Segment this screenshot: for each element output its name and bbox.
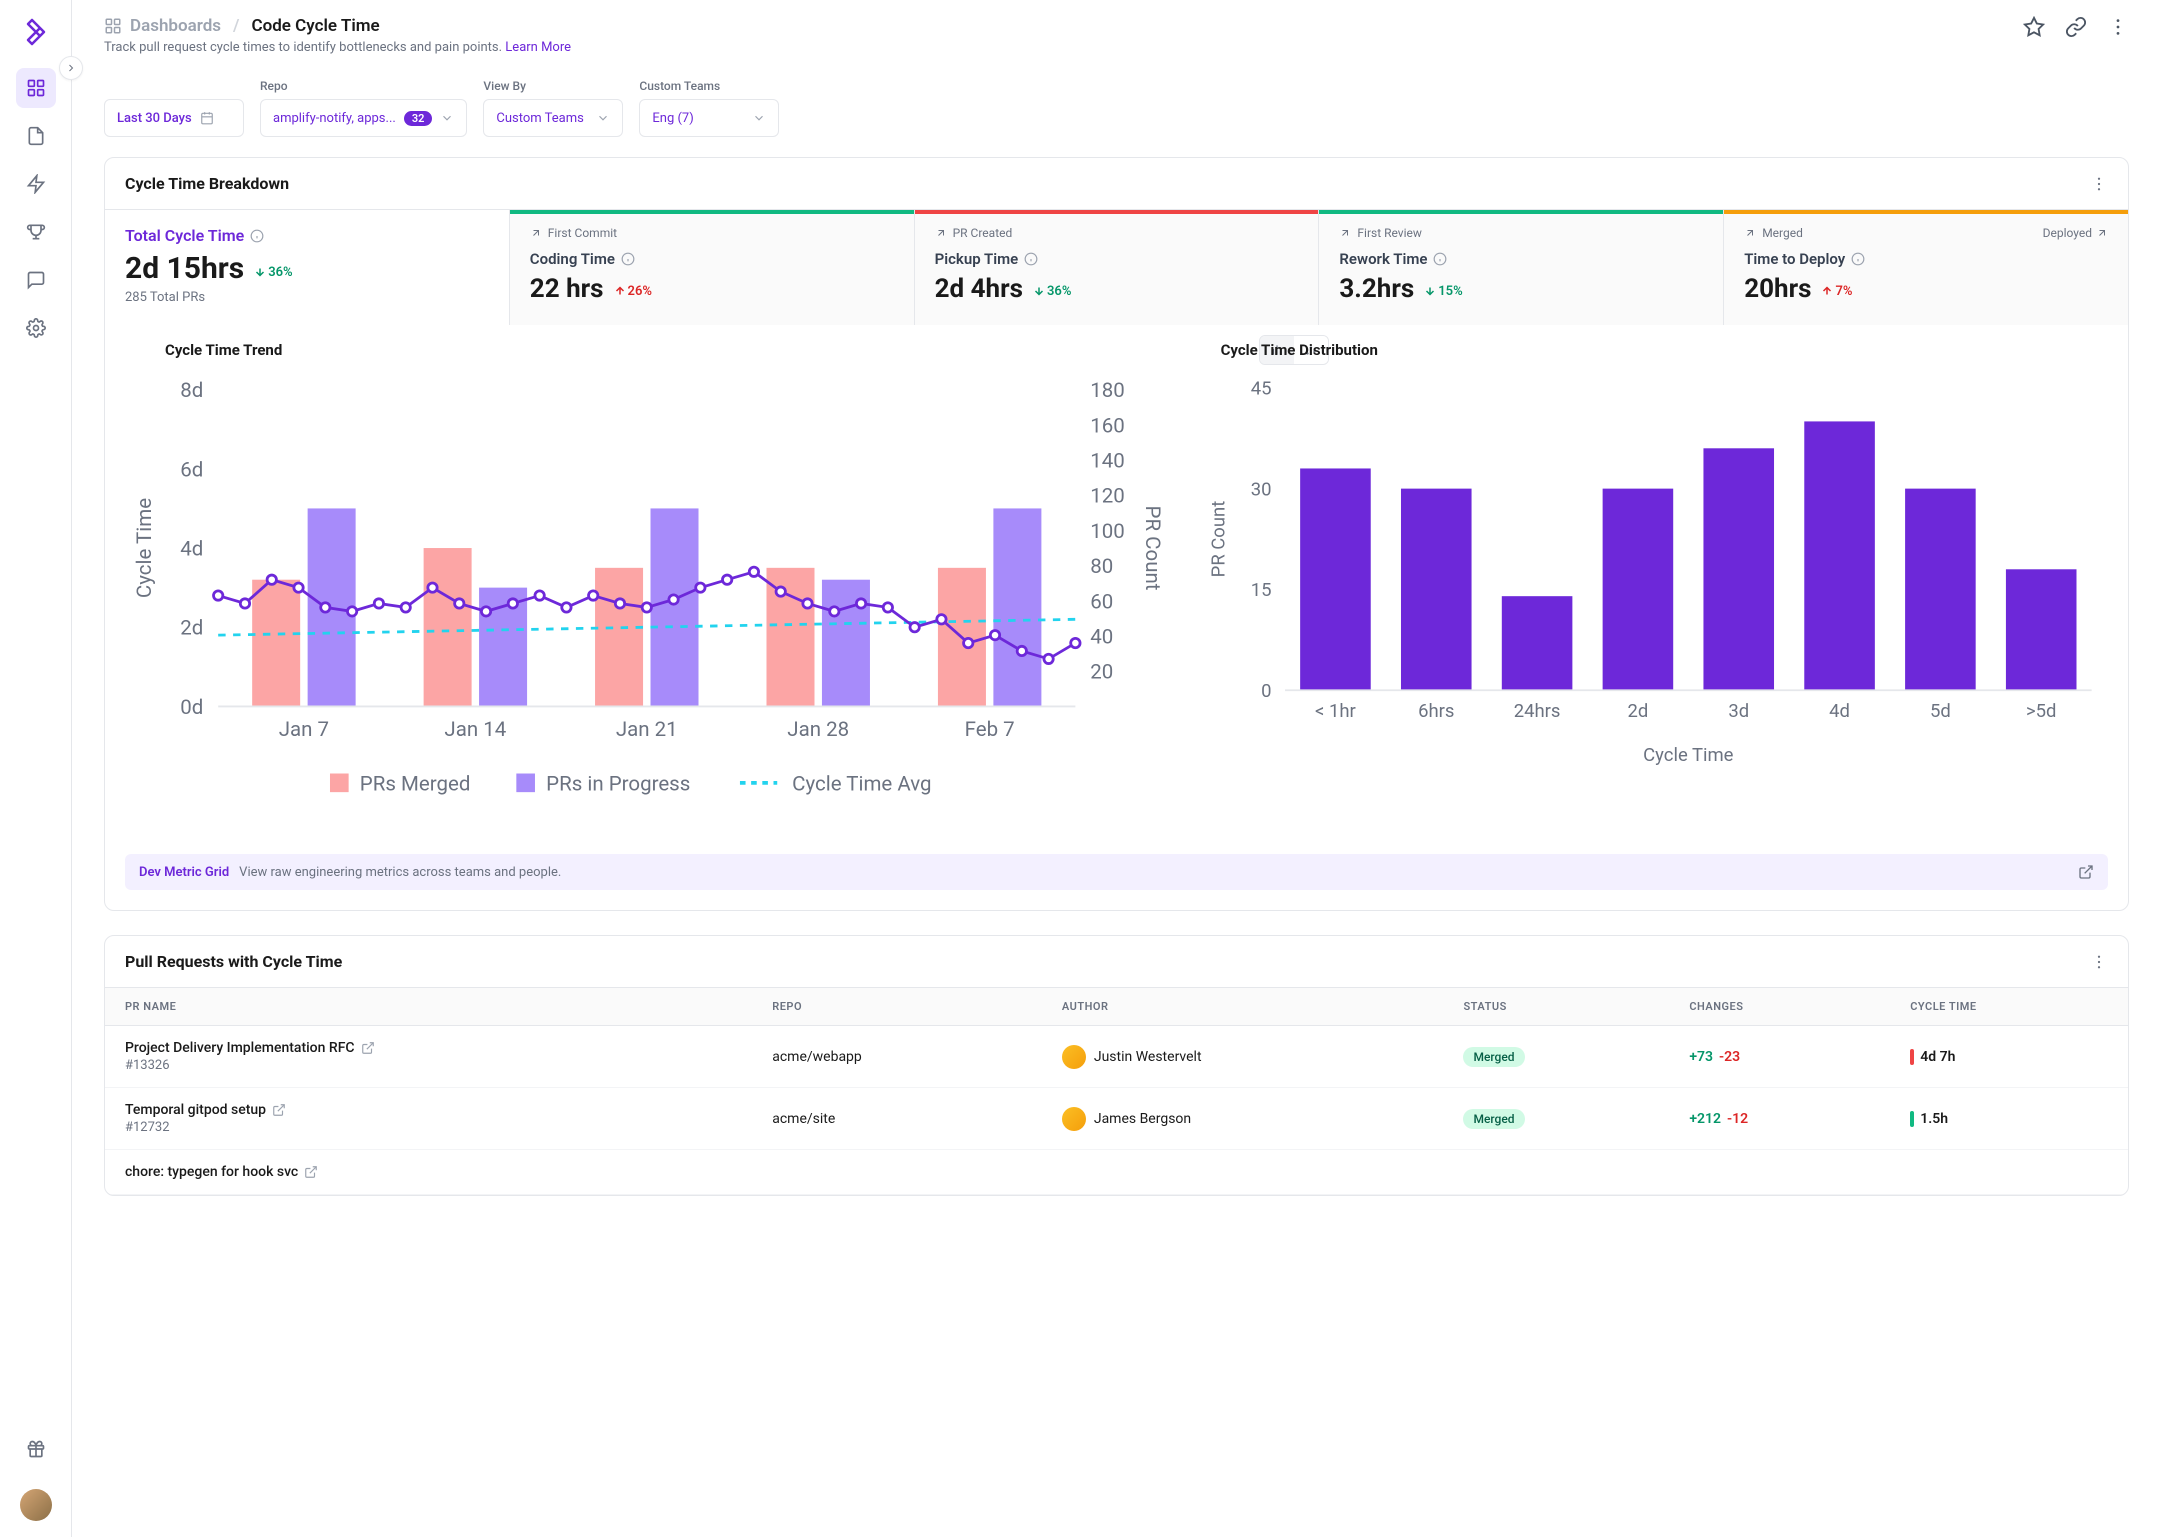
svg-text:0d: 0d — [180, 696, 203, 720]
pr-table-panel: Pull Requests with Cycle Time PR NAMEREP… — [104, 935, 2129, 1196]
svg-text:PR Count: PR Count — [1140, 506, 1164, 591]
svg-text:Jan 14: Jan 14 — [444, 718, 506, 742]
pr-col-header: AUTHOR — [1042, 988, 1444, 1026]
user-avatar[interactable] — [20, 1489, 52, 1521]
nav-chat-icon[interactable] — [16, 260, 56, 300]
dev-metric-link[interactable]: Dev Metric Grid View raw engineering met… — [125, 854, 2108, 890]
trend-chart: 0d 2d 4d 6d 8d 20 40 60 80 100 120 140 160 180 Cycle T… — [125, 371, 1169, 818]
pr-table-title: Pull Requests with Cycle Time — [125, 952, 342, 971]
svg-text:Cycle Time Avg: Cycle Time Avg — [792, 772, 931, 796]
repo-filter-label: Repo — [260, 79, 467, 93]
svg-text:>5d: >5d — [2026, 700, 2056, 722]
nav-trophy-icon[interactable] — [16, 212, 56, 252]
svg-text:15: 15 — [1250, 579, 1271, 601]
stage-card-0[interactable]: First Commit Coding Time 22 hrs 26% — [510, 210, 915, 325]
total-cycle-card[interactable]: Total Cycle Time 2d 15hrs 36% 285 Total … — [105, 210, 510, 325]
svg-text:24hrs: 24hrs — [1513, 700, 1560, 722]
pr-col-header: REPO — [752, 988, 1042, 1026]
pr-col-header: STATUS — [1443, 988, 1669, 1026]
logo — [20, 16, 52, 48]
dist-chart: 0 15 30 45 PR Count < 1hr 6hrs 24hrs 2d 3d 4d 5d >5d… — [1201, 371, 2108, 774]
teams-filter[interactable]: Eng (7) — [639, 99, 779, 137]
link-icon[interactable] — [2065, 16, 2087, 38]
svg-text:80: 80 — [1090, 555, 1113, 579]
nav-document-icon[interactable] — [16, 116, 56, 156]
pr-table: PR NAMEREPOAUTHORSTATUSCHANGESCYCLE TIME… — [105, 987, 2128, 1195]
svg-text:45: 45 — [1250, 378, 1271, 400]
svg-text:2d: 2d — [180, 617, 203, 641]
svg-text:4d: 4d — [180, 537, 203, 561]
svg-text:Jan 28: Jan 28 — [787, 718, 849, 742]
sidebar — [0, 0, 72, 1537]
svg-text:6hrs: 6hrs — [1418, 700, 1454, 722]
viewby-filter-label: View By — [483, 79, 623, 93]
breakdown-more-icon[interactable] — [2090, 175, 2108, 193]
viewby-filter[interactable]: Custom Teams — [483, 99, 623, 137]
svg-text:180: 180 — [1090, 379, 1125, 403]
date-filter[interactable]: Last 30 Days — [104, 99, 244, 137]
svg-text:60: 60 — [1090, 590, 1113, 614]
nav-settings-icon[interactable] — [16, 308, 56, 348]
star-icon[interactable] — [2023, 16, 2045, 38]
repo-filter[interactable]: amplify-notify, apps... 32 — [260, 99, 467, 137]
svg-text:8d: 8d — [180, 379, 203, 403]
more-icon[interactable] — [2107, 16, 2129, 38]
svg-text:2d: 2d — [1627, 700, 1648, 722]
svg-text:30: 30 — [1250, 478, 1271, 500]
pr-table-more-icon[interactable] — [2090, 953, 2108, 971]
stage-card-3[interactable]: Merged Deployed Time to Deploy 20hrs 7% — [1724, 210, 2128, 325]
svg-text:< 1hr: < 1hr — [1315, 700, 1356, 722]
svg-text:Jan 7: Jan 7 — [279, 718, 329, 742]
dist-chart-title: Cycle Time Distribution — [1221, 341, 2108, 359]
svg-text:PRs Merged: PRs Merged — [360, 772, 471, 796]
breakdown-title: Cycle Time Breakdown — [125, 174, 289, 193]
svg-text:140: 140 — [1090, 449, 1125, 473]
breadcrumb-current: Code Cycle Time — [252, 16, 380, 36]
trend-chart-title: Cycle Time Trend — [165, 341, 1169, 359]
svg-text:20: 20 — [1090, 661, 1113, 685]
pr-col-header: CYCLE TIME — [1890, 988, 2128, 1026]
stage-card-2[interactable]: First Review Rework Time 3.2hrs 15% — [1319, 210, 1724, 325]
table-row[interactable]: chore: typegen for hook svc — [105, 1150, 2128, 1195]
svg-text:Jan 21: Jan 21 — [616, 718, 678, 742]
stage-card-1[interactable]: PR Created Pickup Time 2d 4hrs 36% — [915, 210, 1320, 325]
svg-text:6d: 6d — [180, 458, 203, 482]
svg-text:Feb 7: Feb 7 — [965, 718, 1015, 742]
svg-text:40: 40 — [1090, 625, 1113, 649]
svg-text:Cycle Time: Cycle Time — [1643, 744, 1734, 766]
svg-text:120: 120 — [1090, 485, 1125, 509]
page-subtitle: Track pull request cycle times to identi… — [104, 40, 571, 55]
breadcrumb: Dashboards / Code Cycle Time — [104, 16, 571, 36]
svg-text:3d: 3d — [1728, 700, 1749, 722]
expand-sidebar-button[interactable] — [59, 56, 83, 80]
svg-text:0: 0 — [1261, 680, 1271, 702]
pr-col-header: PR NAME — [105, 988, 752, 1026]
svg-text:PRs in Progress: PRs in Progress — [546, 772, 690, 796]
nav-bolt-icon[interactable] — [16, 164, 56, 204]
svg-text:Cycle Time: Cycle Time — [133, 498, 157, 598]
table-row[interactable]: Project Delivery Implementation RFC #133… — [105, 1026, 2128, 1088]
svg-text:5d: 5d — [1930, 700, 1951, 722]
learn-more-link[interactable]: Learn More — [505, 40, 571, 55]
nav-dashboards-icon[interactable] — [16, 68, 56, 108]
pr-col-header: CHANGES — [1669, 988, 1890, 1026]
svg-text:4d: 4d — [1829, 700, 1850, 722]
breadcrumb-root[interactable]: Dashboards — [104, 16, 221, 36]
nav-gift-icon[interactable] — [16, 1429, 56, 1469]
svg-text:160: 160 — [1090, 414, 1125, 438]
table-row[interactable]: Temporal gitpod setup #12732 acme/site J… — [105, 1088, 2128, 1150]
breakdown-panel: Cycle Time Breakdown Total Cycle Time 2d… — [104, 157, 2129, 911]
svg-text:100: 100 — [1090, 520, 1125, 544]
svg-text:PR Count: PR Count — [1207, 501, 1229, 578]
teams-filter-label: Custom Teams — [639, 79, 779, 93]
